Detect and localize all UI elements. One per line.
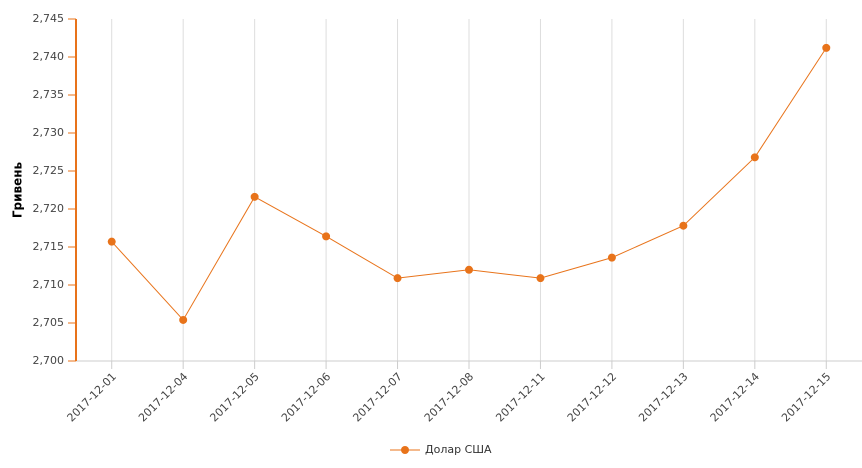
x-tick-label: 2017-12-04 <box>136 370 190 424</box>
point <box>322 232 331 241</box>
x-tick-label: 2017-12-15 <box>779 370 833 424</box>
y-tick-label: 2,720 <box>33 202 65 215</box>
point <box>822 43 831 52</box>
point <box>179 315 188 324</box>
x-tick-label: 2017-12-13 <box>636 370 690 424</box>
point <box>107 237 116 246</box>
point <box>250 192 259 201</box>
y-tick-label: 2,745 <box>33 12 65 25</box>
point <box>393 274 402 283</box>
y-tick-label: 2,730 <box>33 126 65 139</box>
point <box>679 221 688 230</box>
point <box>607 253 616 262</box>
x-tick-label: 2017-12-05 <box>207 370 261 424</box>
y-tick-label: 2,740 <box>33 50 65 63</box>
x-tick-label: 2017-12-14 <box>708 370 762 424</box>
x-tick-label: 2017-12-08 <box>422 370 476 424</box>
x-tick-label: 2017-12-06 <box>279 370 333 424</box>
legend-label: Долар США <box>425 443 492 456</box>
y-tick-label: 2,710 <box>33 278 65 291</box>
y-tick-label: 2,735 <box>33 88 65 101</box>
point <box>750 153 759 162</box>
x-tick-label: 2017-12-01 <box>65 370 119 424</box>
legend-marker <box>401 446 409 454</box>
y-tick-label: 2,700 <box>33 354 65 367</box>
x-tick-label: 2017-12-07 <box>350 370 404 424</box>
y-axis-label: Гривень <box>11 161 25 218</box>
point <box>465 265 473 274</box>
x-tick-label: 2017-12-11 <box>493 370 547 424</box>
y-tick-label: 2,725 <box>33 164 65 177</box>
y-tick-label: 2,715 <box>33 240 65 253</box>
point <box>536 274 545 283</box>
x-tick-label: 2017-12-12 <box>565 370 619 424</box>
y-tick-label: 2,705 <box>33 316 65 329</box>
